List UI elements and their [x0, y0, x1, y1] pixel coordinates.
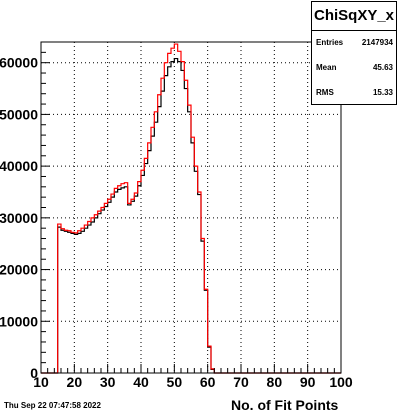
- x-tick-label: 50: [167, 374, 183, 390]
- x-axis-title: No. of Fit Points: [231, 397, 339, 413]
- plot-frame: [40, 41, 342, 374]
- mean-label: Mean: [316, 63, 337, 72]
- y-tick-label: 0: [30, 365, 38, 381]
- axis-ticks: [40, 41, 342, 374]
- stats-title: ChiSqXY_x: [312, 2, 396, 31]
- grid-lines: [41, 42, 341, 373]
- rms-label: RMS: [316, 88, 334, 97]
- y-tick-label: 20000: [0, 262, 38, 278]
- tick-labels: 10 20 30 40 50 60 70 80 90 100 0 10000 20000 30000 400…: [0, 55, 353, 390]
- entries-label: Entries: [316, 38, 344, 47]
- footer-timestamp: Thu Sep 22 07:47:58 2022: [4, 401, 101, 410]
- entries-value: 2147934: [361, 38, 393, 47]
- histogram-series: [41, 43, 341, 374]
- y-tick-label: 60000: [0, 55, 38, 71]
- x-tick-label: 20: [67, 374, 83, 390]
- x-tick-label: 90: [300, 374, 316, 390]
- y-tick-label: 10000: [0, 313, 38, 329]
- stats-box: ChiSqXY_x Entries 2147934 Mean 45.63 RMS…: [311, 1, 397, 105]
- histogram-series-2: [41, 43, 341, 374]
- rms-value: 15.33: [372, 88, 393, 97]
- x-tick-label: 100: [329, 374, 353, 390]
- x-tick-label: 80: [267, 374, 283, 390]
- mean-value: 45.63: [372, 63, 393, 72]
- x-tick-label: 10: [33, 374, 49, 390]
- y-tick-label: 30000: [0, 210, 38, 226]
- y-tick-label: 50000: [0, 106, 38, 122]
- x-tick-label: 60: [200, 374, 216, 390]
- x-tick-label: 40: [133, 374, 149, 390]
- y-tick-label: 40000: [0, 158, 38, 174]
- x-tick-label: 30: [100, 374, 116, 390]
- x-tick-label: 70: [233, 374, 249, 390]
